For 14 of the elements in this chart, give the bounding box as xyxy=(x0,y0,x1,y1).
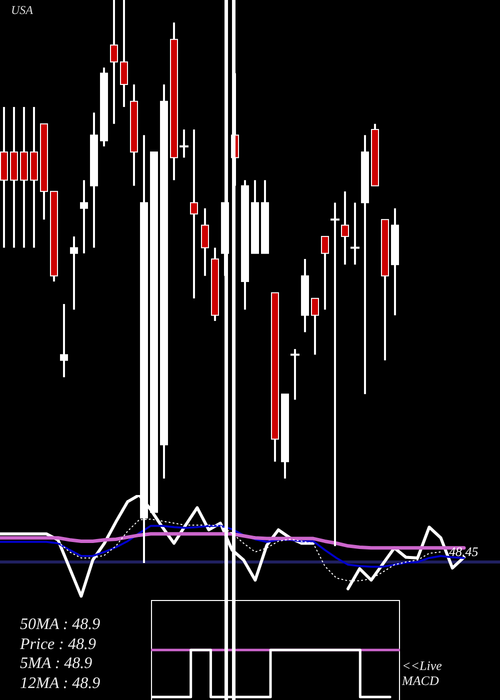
candlestick xyxy=(80,180,88,254)
candlestick xyxy=(60,304,68,378)
text: Price : 48.9 xyxy=(20,634,97,654)
candlestick xyxy=(290,349,300,400)
annotation: 48.45 xyxy=(449,544,478,559)
text: 12MA : 48.9 xyxy=(20,674,102,694)
candlestick xyxy=(70,236,78,310)
text: 50MA : 48.9 xyxy=(20,615,102,635)
candlestick xyxy=(330,202,340,546)
candlestick xyxy=(190,129,198,298)
text: 5MA : 48.9 xyxy=(20,654,94,674)
candlestick xyxy=(350,202,360,265)
text: <<Live MACD xyxy=(402,658,443,688)
chart-title: USA xyxy=(11,3,33,18)
